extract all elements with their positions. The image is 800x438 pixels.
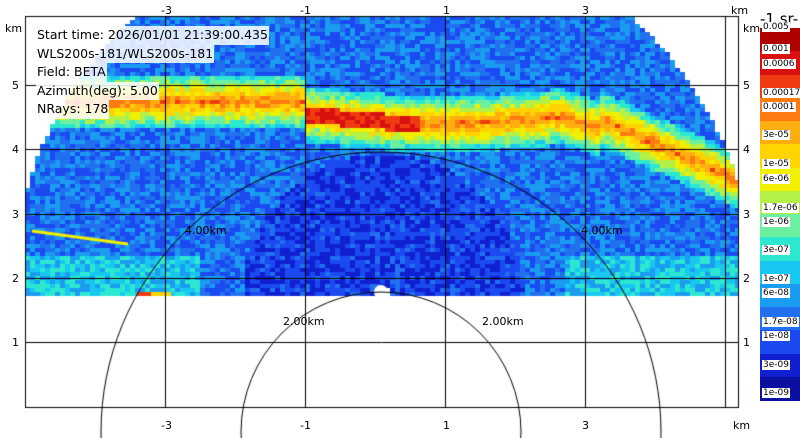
y-unit-right: km	[743, 22, 761, 35]
y-tick-right: 4	[743, 143, 750, 156]
x-tick-top: -1	[300, 4, 311, 17]
colorbar-label: 3e-09	[762, 360, 790, 370]
info-panel: Start time: 2026/01/01 21:39:00.435 WLS2…	[36, 26, 269, 119]
colorbar-label: 1e-08	[762, 331, 790, 341]
colorbar-label: 3e-05	[762, 130, 790, 140]
colorbar-label: 3e-07	[762, 245, 790, 255]
colorbar-top-label: 0.005	[762, 22, 790, 32]
range-ring-label: 2.00km	[283, 315, 325, 328]
colorbar-label: 0.001	[762, 44, 790, 54]
colorbar-label: 0.0006	[762, 59, 796, 69]
colorbar-label: 0.00017	[762, 88, 800, 98]
x-tick-bottom: 1	[443, 419, 450, 432]
azimuth-label: Azimuth(deg): 5.00	[36, 81, 159, 101]
colorbar-label: 0.0001	[762, 102, 796, 112]
y-tick-left: 5	[12, 79, 19, 92]
x-tick-top: 3	[582, 4, 589, 17]
colorbar-label: 1.7e-08	[762, 317, 799, 327]
y-tick-right: 2	[743, 272, 750, 285]
colorbar-label: 1e-07	[762, 274, 790, 284]
x-tick-top: -3	[161, 4, 172, 17]
x-unit-bottom: km	[733, 419, 751, 432]
y-tick-left: 3	[12, 208, 19, 221]
range-ring-label: 2.00km	[482, 315, 524, 328]
colorbar-label: 1.7e-06	[762, 203, 799, 213]
x-tick-bottom: 3	[582, 419, 589, 432]
y-tick-left: 2	[12, 272, 19, 285]
y-tick-right: 5	[743, 79, 750, 92]
x-unit-top: km	[731, 4, 749, 17]
colorbar-label: 1e-09	[762, 388, 790, 398]
colorbar-label: 1e-05	[762, 159, 790, 169]
range-ring-label: 4.00km	[185, 224, 227, 237]
field-label: Field: BETA	[36, 63, 107, 82]
y-tick-right: 3	[743, 208, 750, 221]
x-tick-bottom: -3	[161, 419, 172, 432]
colorbar-label: 6e-08	[762, 288, 790, 298]
nrays-label: NRays: 178	[36, 100, 110, 119]
start-time-label: Start time: 2026/01/01 21:39:00.435	[36, 26, 269, 45]
y-unit-left: km	[5, 22, 23, 35]
x-tick-bottom: -1	[300, 419, 311, 432]
instrument-label: WLS200s-181/WLS200s-181	[36, 44, 215, 64]
x-tick-top: 1	[443, 4, 450, 17]
colorbar: 0.005 0.001 0.0006 0.00017 0.0001 3e-05 1e-05 6…	[760, 22, 800, 401]
range-ring-label: 4.00km	[581, 224, 623, 237]
y-tick-right: 1	[743, 336, 750, 349]
colorbar-label: 6e-06	[762, 174, 790, 184]
y-tick-left: 4	[12, 143, 19, 156]
colorbar-label: 1e-06	[762, 217, 790, 227]
y-tick-left: 1	[12, 336, 19, 349]
